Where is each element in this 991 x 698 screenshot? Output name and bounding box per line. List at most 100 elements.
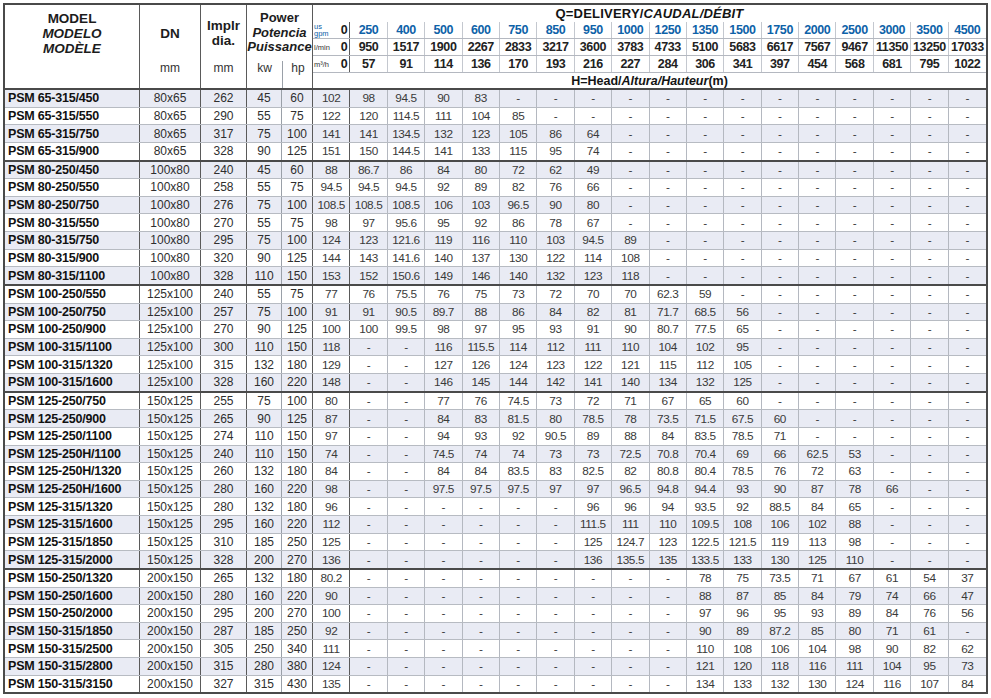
head-value-cell: 120: [350, 108, 387, 125]
head-value-cell: 97: [687, 605, 724, 622]
head-values: 97--94939290.589888483.578.571-----: [313, 428, 986, 445]
flow-value-cell: 13250: [911, 39, 948, 55]
head-value-cell: -: [799, 374, 836, 391]
head-value-cell: 88: [836, 516, 873, 533]
head-value-cell: -: [350, 676, 387, 693]
head-value-cell: 110: [650, 516, 687, 533]
model-cell: PSM 80-250/450: [5, 162, 140, 179]
flow-value-cell: 3600: [575, 39, 612, 55]
head-values: 10010099.598979593919080.777.565------: [313, 321, 986, 338]
head-values: 94.594.594.59289827666----------: [313, 179, 986, 196]
head-value-cell: 95: [911, 658, 948, 675]
head-value-cell: 70.4: [687, 446, 724, 463]
head-value-cell: 65: [724, 321, 761, 338]
head-value-cell: 61: [874, 570, 911, 587]
flow-value-cell: 1517: [388, 39, 425, 55]
head-value-cell: -: [388, 623, 425, 640]
head-value-cell: -: [799, 321, 836, 338]
model-cell: PSM 100-315/1600: [5, 374, 140, 391]
head-value-cell: 74: [500, 446, 537, 463]
model-cell: PSM 125-315/1850: [5, 534, 140, 551]
head-value-cell: 124: [313, 232, 350, 249]
head-values: 125------125124.7123122.5121.511911398--…: [313, 534, 986, 551]
head-value-cell: -: [463, 676, 500, 693]
head-value-cell: 141: [575, 374, 612, 391]
model-cell: PSM 150-315/2500: [5, 640, 140, 657]
head-value-cell: -: [836, 321, 873, 338]
flow-value-cell: 1000: [612, 22, 649, 38]
head-value-cell: -: [650, 250, 687, 267]
flow-value-cell: 2500: [836, 22, 873, 38]
head-value-cell: 86: [537, 125, 574, 142]
head-value-cell: 141: [313, 125, 350, 142]
head-value-cell: 97: [313, 428, 350, 445]
table-row: PSM 125-250H/1100150x12524011015074--74.…: [5, 446, 986, 464]
head-value-cell: 62: [537, 162, 574, 179]
table-row: PSM 150-315/2800200x150315280380124-----…: [5, 658, 986, 676]
head-value-cell: 108: [724, 516, 761, 533]
flow-value-cell: 850: [537, 22, 574, 38]
table-row: PSM 125-250/750150x1252557510080--777674…: [5, 393, 986, 411]
head-value-cell: -: [949, 90, 986, 107]
head-value-cell: -: [836, 250, 873, 267]
head-value-cell: 122.5: [687, 534, 724, 551]
impeller-dia-cell: 270: [201, 321, 247, 338]
head-value-cell: -: [500, 498, 537, 515]
flow-value-cell: 795: [911, 56, 948, 72]
head-value-cell: -: [650, 179, 687, 196]
power-kw-cell: 185: [247, 623, 282, 640]
model-cell: PSM 125-250/750: [5, 393, 140, 410]
model-cell: PSM 100-315/1320: [5, 356, 140, 373]
head-value-cell: 142: [537, 374, 574, 391]
head-value-cell: -: [949, 286, 986, 303]
head-value-cell: 94.5: [313, 179, 350, 196]
flow-value-cell: 250: [350, 22, 387, 38]
head-value-cell: -: [388, 498, 425, 515]
power-kw-cell: 132: [247, 356, 282, 373]
head-value-cell: -: [724, 286, 761, 303]
head-value-cell: 110: [687, 640, 724, 657]
head-value-cell: 66: [874, 481, 911, 498]
head-value-cell: 125: [799, 551, 836, 568]
head-value-cell: 88: [687, 588, 724, 605]
head-value-cell: -: [874, 410, 911, 427]
head-value-cell: 85: [500, 108, 537, 125]
head-value-cell: 96: [612, 498, 649, 515]
flow-value-cell: 600: [463, 22, 500, 38]
head-value-cell: 92: [500, 428, 537, 445]
impeller-dia-cell: 295: [201, 232, 247, 249]
power-hp-cell: 125: [282, 143, 313, 160]
impeller-dia-cell: 295: [201, 605, 247, 622]
model-header-label-es: MODELO: [42, 26, 101, 41]
head-value-cell: 73: [537, 393, 574, 410]
head-title-plain: H=Head/: [571, 74, 621, 88]
head-value-cell: -: [575, 588, 612, 605]
power-hp-cell: 75: [282, 108, 313, 125]
head-value-cell: -: [500, 658, 537, 675]
head-values: 141141134.51321231058664----------: [313, 125, 986, 142]
power-kw-cell: 160: [247, 374, 282, 391]
impeller-dia-cell: 328: [201, 143, 247, 160]
head-value-cell: 116: [425, 339, 462, 356]
head-value-cell: 85: [762, 588, 799, 605]
dn-cell: 100x80: [140, 197, 201, 214]
head-value-cell: -: [724, 108, 761, 125]
head-value-cell: -: [911, 428, 948, 445]
head-value-cell: 78.5: [575, 410, 612, 427]
head-value-cell: -: [612, 570, 649, 587]
head-values: 84--848483.58382.58280.880.478.5767263--…: [313, 463, 986, 480]
head-value-cell: 89: [612, 232, 649, 249]
head-value-cell: -: [650, 108, 687, 125]
head-value-cell: -: [575, 658, 612, 675]
head-value-cell: -: [463, 498, 500, 515]
head-value-cell: -: [537, 516, 574, 533]
delivery-header-block: Q=DELIVERY/CAUDAL/DÉBIT usgpm02504005006…: [313, 5, 986, 88]
head-value-cell: -: [799, 286, 836, 303]
head-values: 74--74.57474737372.570.870.4696662.553--…: [313, 446, 986, 463]
impeller-header-label-2: dia.: [212, 33, 235, 48]
power-kw-cell: 75: [247, 304, 282, 321]
power-hp-cell: 220: [282, 516, 313, 533]
head-value-cell: -: [350, 481, 387, 498]
impeller-dia-cell: 260: [201, 463, 247, 480]
head-value-cell: 47: [949, 588, 986, 605]
